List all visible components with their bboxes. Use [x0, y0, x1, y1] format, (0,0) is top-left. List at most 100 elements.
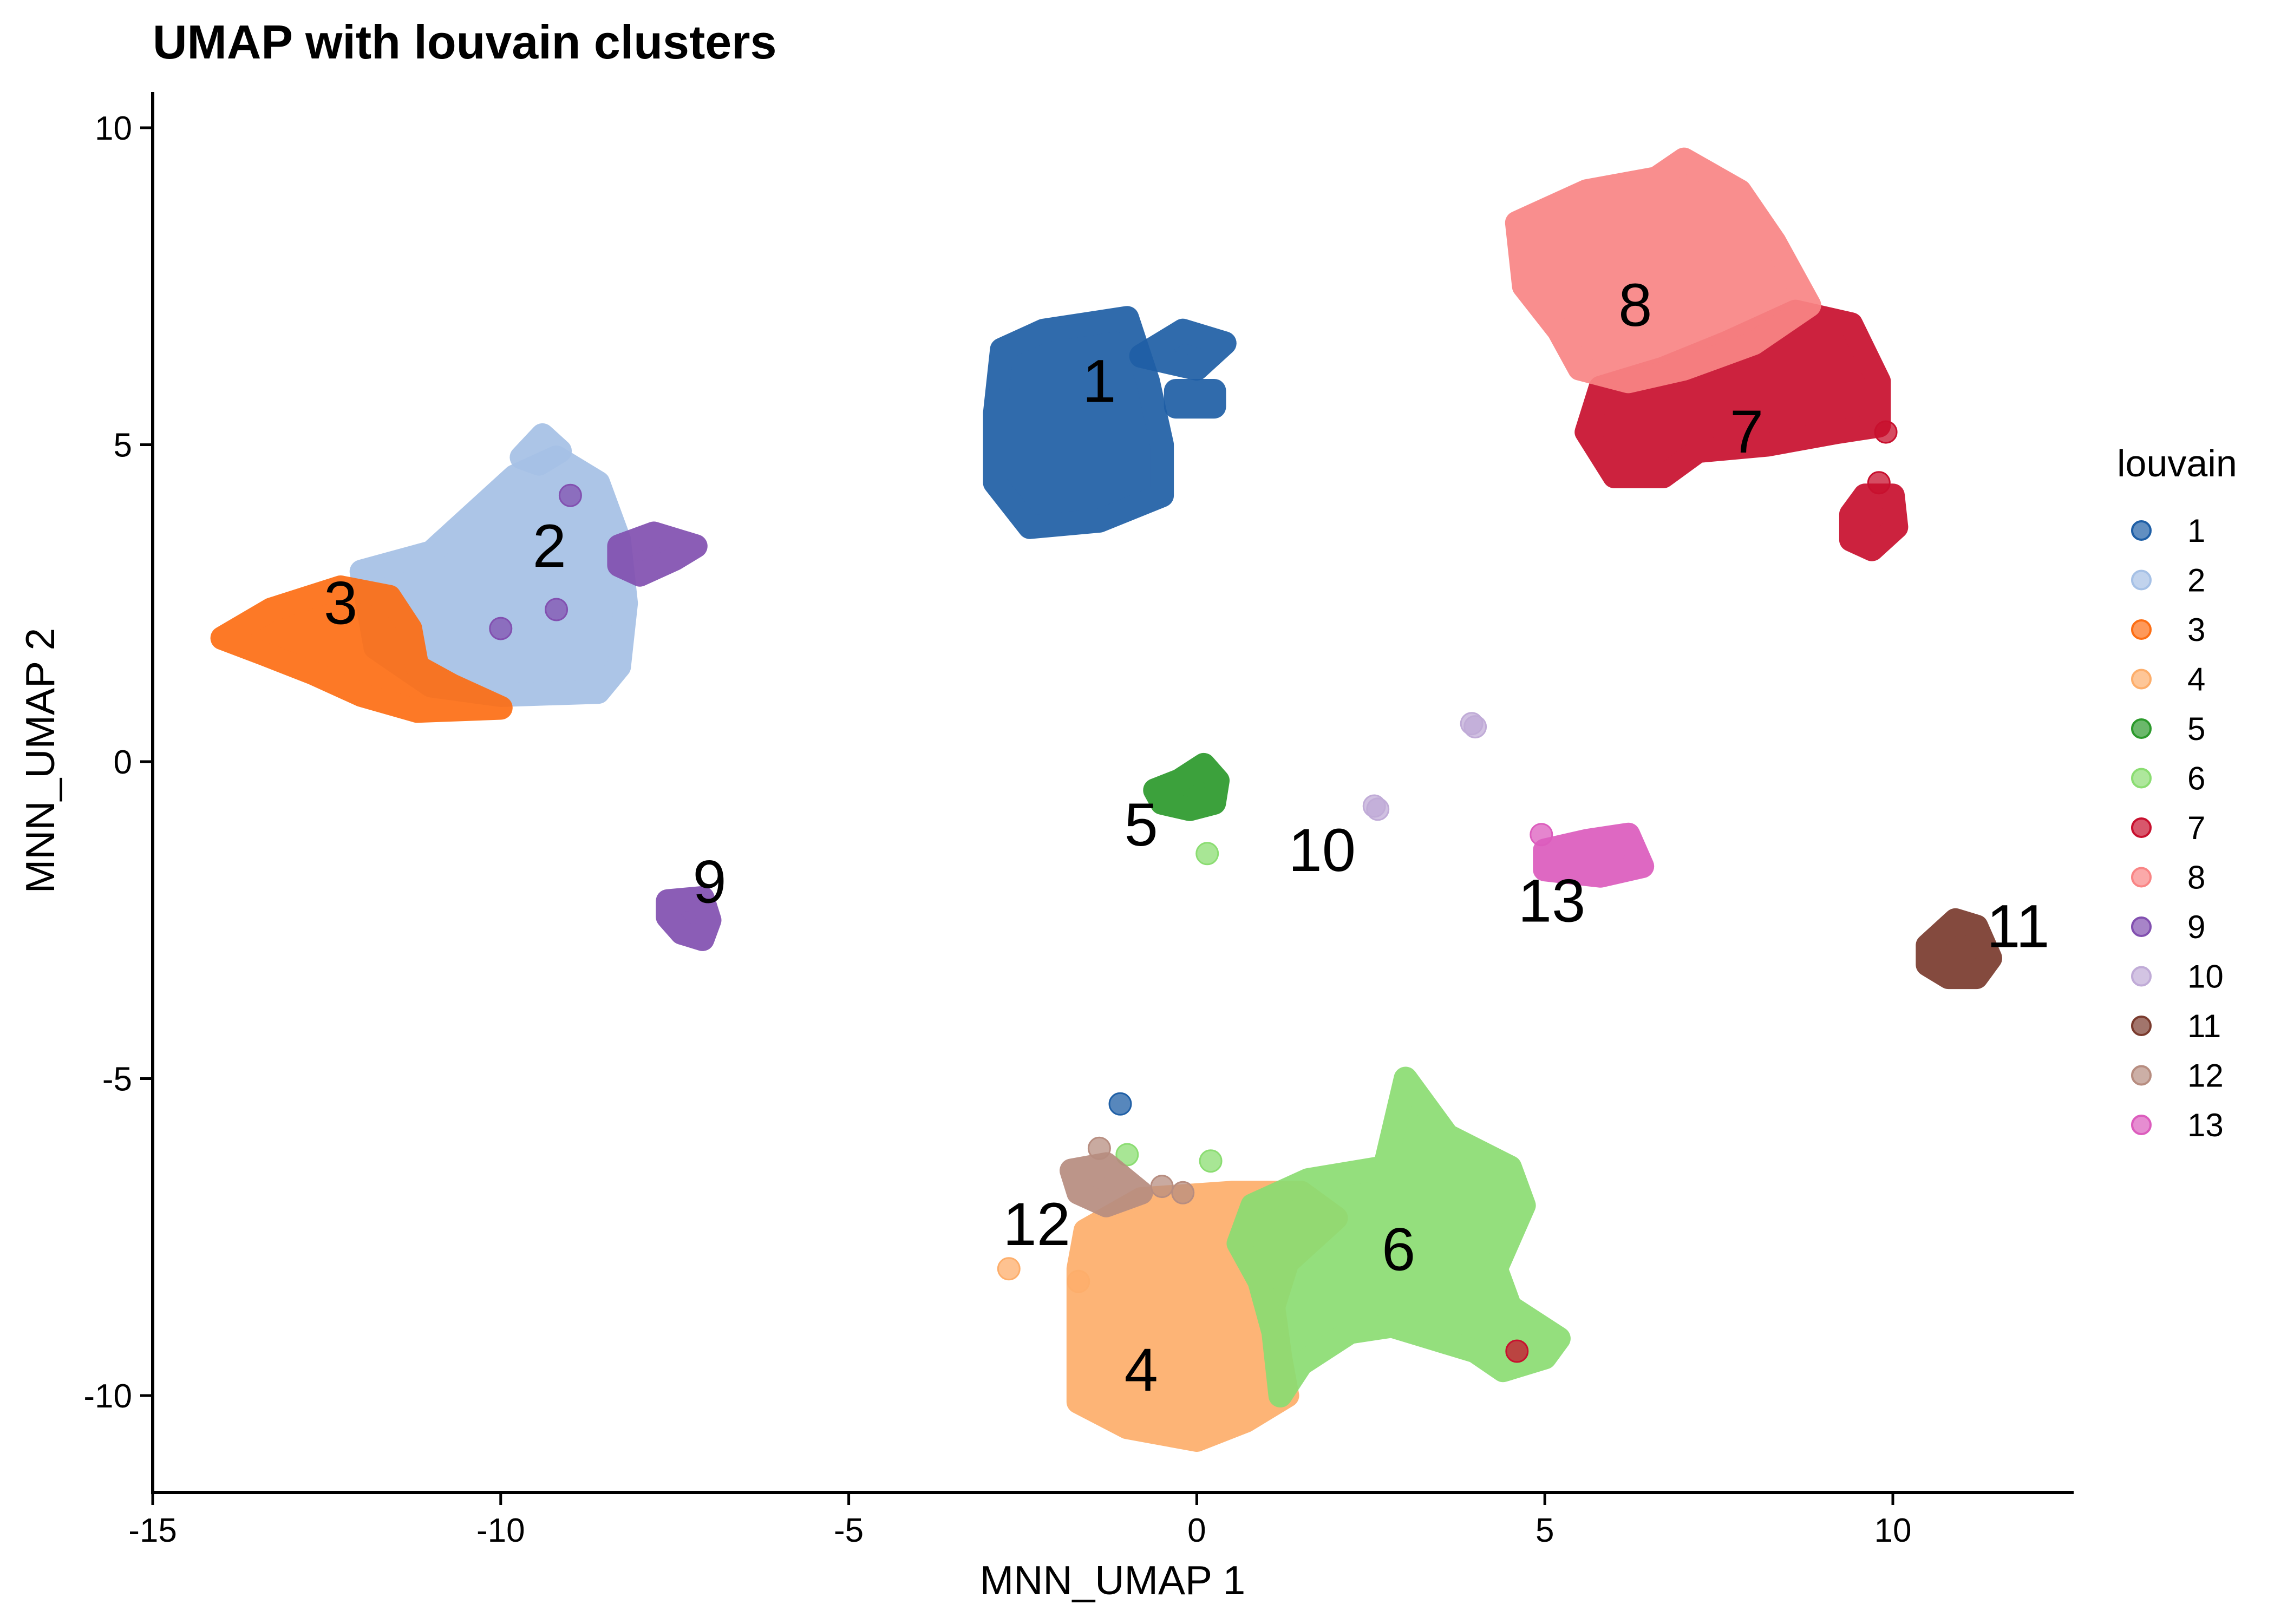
cluster-5-region — [1143, 752, 1230, 821]
y-axis-ticks: 10 5 0 -5 -10 — [83, 110, 153, 1415]
cluster-1-region — [1164, 379, 1226, 419]
legend-item-10: 10 — [2131, 959, 2224, 995]
legend-key — [2131, 718, 2152, 739]
legend-key — [2131, 768, 2152, 789]
legend-item-8: 8 — [2131, 860, 2205, 896]
cluster-1-region — [983, 306, 1174, 539]
cluster-2-region — [509, 423, 572, 476]
cluster-6-point — [1195, 842, 1219, 866]
plot-area — [210, 147, 2002, 1452]
x-axis-ticks: -15 -10 -5 0 5 10 — [128, 1492, 1911, 1549]
legend-item-2: 2 — [2131, 562, 2205, 599]
legend-item-3: 3 — [2131, 612, 2205, 648]
cluster-label-9: 9 — [692, 848, 726, 916]
cluster-label-6: 6 — [1382, 1216, 1415, 1284]
cluster-9 — [489, 483, 722, 951]
cluster-7-point — [1867, 471, 1891, 495]
legend-key — [2131, 619, 2152, 640]
legend-label: 10 — [2187, 959, 2224, 995]
legend-key — [2131, 669, 2152, 690]
legend-key — [2131, 916, 2152, 937]
legend-label: 6 — [2187, 761, 2205, 797]
legend-label: 8 — [2187, 860, 2205, 896]
legend-key — [2131, 1115, 2152, 1135]
legend-key — [2131, 1065, 2152, 1086]
cluster-9-point — [545, 598, 568, 621]
legend-item-11: 11 — [2131, 1008, 2221, 1044]
cluster-1-point — [1108, 1092, 1132, 1116]
y-axis-title: MNN_UMAP 2 — [17, 628, 63, 893]
cluster-12 — [1060, 1136, 1195, 1217]
chart-title: UMAP with louvain clusters — [153, 15, 776, 69]
cluster-label-4: 4 — [1124, 1336, 1158, 1404]
cluster-label-13: 13 — [1518, 867, 1586, 935]
cluster-label-1: 1 — [1082, 347, 1116, 415]
cluster-3-region — [210, 575, 513, 723]
legend-label: 1 — [2187, 513, 2205, 549]
x-tick-label: -15 — [128, 1512, 177, 1549]
cluster-10 — [1362, 712, 1487, 821]
cluster-label-10: 10 — [1289, 816, 1356, 884]
cluster-4-point — [1067, 1269, 1090, 1293]
cluster-6 — [1115, 842, 1571, 1407]
legend-item-4: 4 — [2131, 662, 2205, 698]
x-tick-label: -10 — [476, 1512, 525, 1549]
cluster-10-point — [1362, 794, 1386, 818]
cluster-1-region — [1129, 318, 1237, 381]
cluster-label-3: 3 — [324, 569, 357, 637]
legend-label: 3 — [2187, 612, 2205, 648]
x-tick-label: 5 — [1535, 1512, 1554, 1549]
x-tick-label: 0 — [1187, 1512, 1206, 1549]
cluster-7-region — [1839, 483, 1909, 561]
legend-item-13: 13 — [2131, 1107, 2224, 1143]
cluster-9-region — [656, 886, 722, 951]
legend-item-5: 5 — [2131, 711, 2205, 747]
y-tick-label: 0 — [114, 744, 132, 781]
legend-item-1: 1 — [2131, 513, 2205, 549]
y-tick-label: 10 — [95, 110, 132, 147]
cluster-11 — [1916, 908, 2002, 990]
legend-label: 4 — [2187, 662, 2205, 698]
cluster-8-region — [1505, 147, 1821, 394]
legend-key — [2131, 569, 2152, 591]
legend-label: 7 — [2187, 810, 2205, 846]
cluster-13-region — [1533, 822, 1655, 888]
legend-label: 13 — [2187, 1107, 2224, 1143]
cluster-9-point — [489, 617, 513, 640]
legend-label: 5 — [2187, 711, 2205, 747]
cluster-label-8: 8 — [1618, 271, 1652, 339]
cluster-label-11: 11 — [1987, 893, 2049, 960]
legend-key — [2131, 966, 2152, 987]
cluster-12-point — [1087, 1136, 1111, 1160]
cluster-7-point — [1505, 1339, 1529, 1363]
legend-title: louvain — [2117, 442, 2237, 484]
y-tick-label: -10 — [83, 1378, 132, 1415]
x-tick-label: -5 — [834, 1512, 864, 1549]
cluster-10-point — [1463, 715, 1487, 739]
cluster-label-5: 5 — [1124, 791, 1158, 859]
legend-key — [2131, 520, 2152, 541]
cluster-3 — [210, 575, 513, 723]
cluster-5 — [1143, 752, 1230, 821]
y-tick-label: -5 — [102, 1061, 132, 1098]
cluster-label-12: 12 — [1003, 1190, 1070, 1258]
cluster-13 — [1530, 822, 1655, 888]
cluster-12-point — [1150, 1175, 1174, 1199]
legend-item-7: 7 — [2131, 810, 2205, 846]
legend-label: 9 — [2187, 909, 2205, 945]
cluster-8 — [1505, 147, 1821, 394]
cluster-9-point — [558, 483, 582, 507]
cluster-1 — [983, 306, 1237, 1116]
x-axis-title: MNN_UMAP 1 — [980, 1557, 1245, 1603]
cluster-9-region — [607, 521, 708, 587]
legend-key — [2131, 1016, 2152, 1036]
cluster-13-point — [1530, 823, 1553, 847]
y-tick-label: 5 — [114, 427, 132, 464]
legend-label: 12 — [2187, 1058, 2224, 1094]
cluster-4-point — [997, 1257, 1021, 1281]
cluster-label-7: 7 — [1730, 398, 1763, 466]
cluster-12-point — [1171, 1181, 1195, 1204]
